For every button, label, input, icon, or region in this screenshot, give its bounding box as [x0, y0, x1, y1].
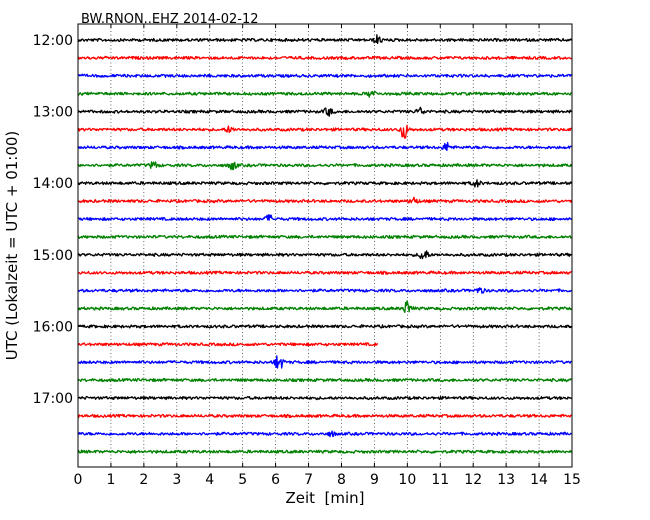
y-axis-label: UTC (Lokalzeit = UTC + 01:00) [3, 131, 21, 361]
x-tick-label: 2 [139, 472, 148, 488]
x-tick-label: 11 [431, 472, 449, 488]
trace-1545 [77, 300, 573, 313]
trace-1415 [78, 196, 573, 204]
trace-1215 [77, 55, 572, 61]
x-tick-label: 5 [238, 472, 247, 488]
trace-1630 [77, 355, 572, 369]
trace-1330 [77, 141, 572, 152]
x-tick-label: 13 [497, 472, 515, 488]
x-tick-label: 6 [271, 472, 280, 488]
trace-1515 [77, 270, 572, 275]
trace-1400 [77, 179, 572, 188]
trace-1345 [77, 161, 573, 171]
y-tick-label: 16:00 [33, 319, 73, 335]
trace-1230 [77, 73, 573, 78]
x-tick-label: 10 [398, 472, 416, 488]
plot-frame [77, 23, 573, 468]
trace-1615 [77, 342, 379, 347]
y-tick-label: 15:00 [33, 248, 73, 264]
x-tick-label: 8 [337, 472, 346, 488]
trace-1530 [77, 287, 572, 294]
x-tick-label: 0 [74, 472, 83, 488]
y-tick-label: 13:00 [33, 105, 73, 121]
trace-1600 [77, 324, 572, 329]
chart-title: BW.RNON..EHZ 2014-02-12 [81, 12, 259, 27]
x-tick-label: 9 [370, 472, 379, 488]
x-tick-label: 7 [304, 472, 313, 488]
x-tick-label: 1 [106, 472, 115, 488]
x-axis-label: Zeit [min] [285, 489, 364, 507]
x-tick-label: 4 [205, 472, 214, 488]
y-tick-label: 14:00 [33, 176, 73, 192]
trace-1645 [77, 377, 572, 383]
trace-1430 [77, 214, 572, 222]
trace-1445 [77, 234, 573, 240]
trace-1300 [77, 106, 572, 117]
trace-1315 [77, 124, 572, 139]
y-tick-label: 17:00 [33, 391, 73, 407]
y-tick-label: 12:00 [33, 33, 73, 49]
trace-1200 [77, 34, 573, 45]
x-tick-label: 3 [172, 472, 181, 488]
trace-1700 [77, 395, 572, 401]
trace-1500 [77, 250, 573, 260]
trace-1745 [77, 449, 573, 454]
trace-1245 [77, 90, 572, 98]
x-tick-label: 14 [530, 472, 548, 488]
x-tick-label: 15 [563, 472, 581, 488]
x-tick-label: 12 [464, 472, 482, 488]
trace-1730 [77, 430, 572, 438]
trace-1715 [77, 413, 572, 419]
